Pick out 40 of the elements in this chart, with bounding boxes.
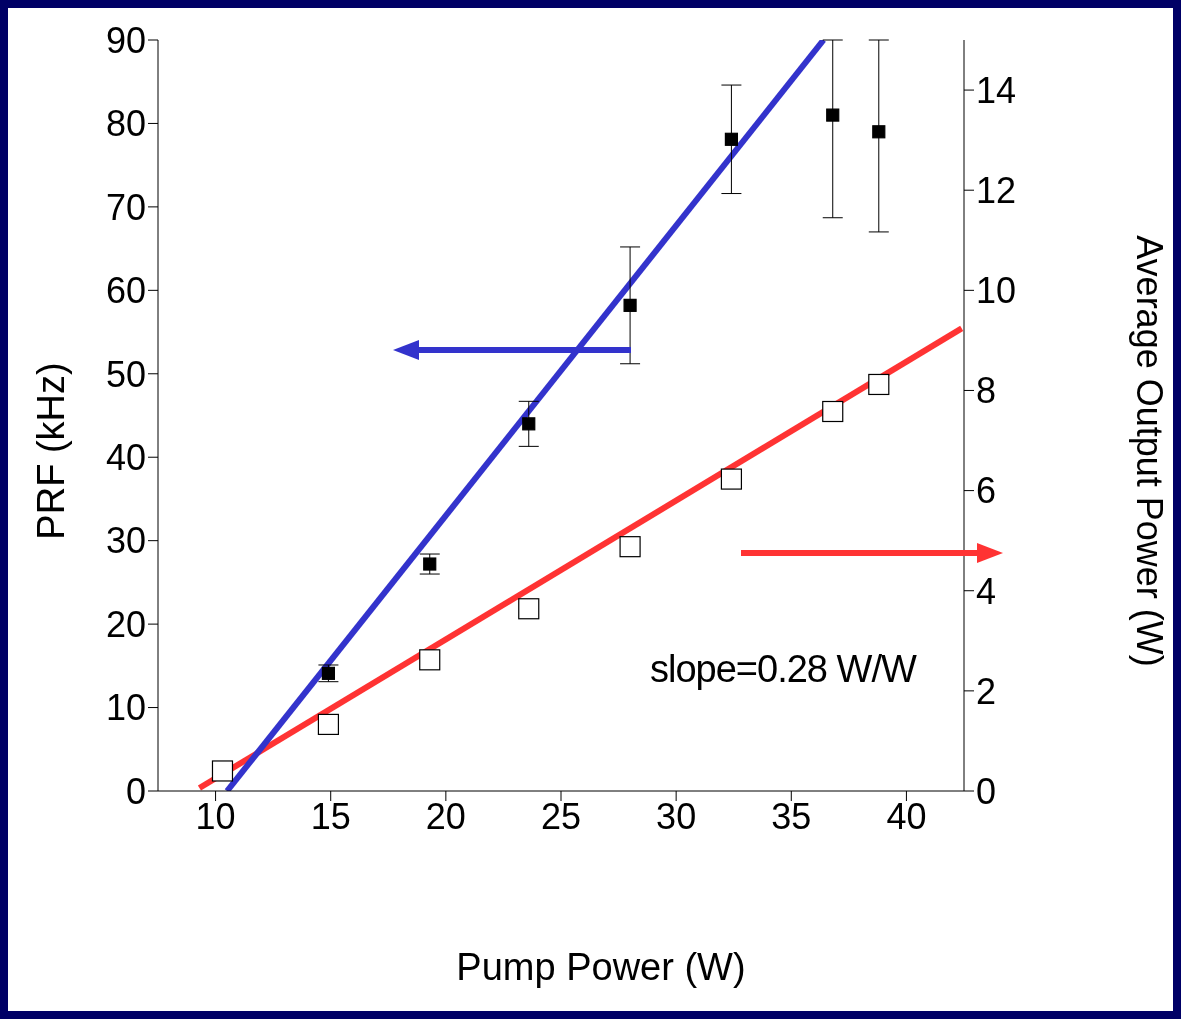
point bbox=[419, 649, 441, 671]
y2-tick-label: 10 bbox=[976, 270, 1017, 312]
x-tick-label: 25 bbox=[540, 795, 582, 837]
y-tick-label: 50 bbox=[105, 353, 146, 395]
y-tick-label: 80 bbox=[105, 103, 146, 145]
annotation: slope=0.28 W/W bbox=[650, 648, 916, 691]
y-tick-label: 70 bbox=[105, 186, 146, 228]
y2-tick-label: 4 bbox=[976, 570, 997, 612]
point bbox=[623, 298, 637, 312]
point bbox=[872, 125, 886, 139]
y-tick-label: 90 bbox=[105, 19, 146, 61]
y2-tick-label: 14 bbox=[976, 69, 1017, 111]
y-tick-label: 20 bbox=[105, 603, 146, 645]
x-tick-label: 15 bbox=[310, 795, 351, 837]
y-axis-title: PRF (kHz) bbox=[30, 361, 73, 540]
y-tick-label: 0 bbox=[125, 770, 146, 812]
y-tick-label: 30 bbox=[105, 520, 146, 562]
point bbox=[822, 400, 844, 423]
y-tick-label: 40 bbox=[105, 437, 146, 478]
x-tick-label: 10 bbox=[195, 795, 236, 837]
y2-tick-label: 2 bbox=[976, 670, 997, 712]
x-tick-label: 35 bbox=[771, 795, 812, 837]
point bbox=[720, 468, 743, 490]
y2-tick-label: 0 bbox=[976, 770, 997, 812]
x-tick-label: 20 bbox=[425, 795, 466, 837]
point bbox=[724, 132, 739, 146]
y2-tick-label: 8 bbox=[976, 370, 997, 412]
x-tick-label: 30 bbox=[656, 795, 697, 837]
y2-axis-title: Average Output Power (W) bbox=[1128, 234, 1170, 667]
y2-tick-label: 6 bbox=[976, 470, 997, 512]
x-tick-label: 40 bbox=[886, 795, 927, 837]
point bbox=[211, 760, 234, 782]
y2-tick-label: 12 bbox=[976, 169, 1017, 211]
point bbox=[826, 108, 840, 122]
point bbox=[522, 417, 536, 431]
point bbox=[321, 666, 336, 680]
x-axis-title: Pump Power (W) bbox=[455, 946, 747, 989]
point bbox=[868, 373, 890, 396]
y-tick-label: 60 bbox=[105, 270, 146, 312]
y-tick-label: 10 bbox=[105, 687, 146, 729]
